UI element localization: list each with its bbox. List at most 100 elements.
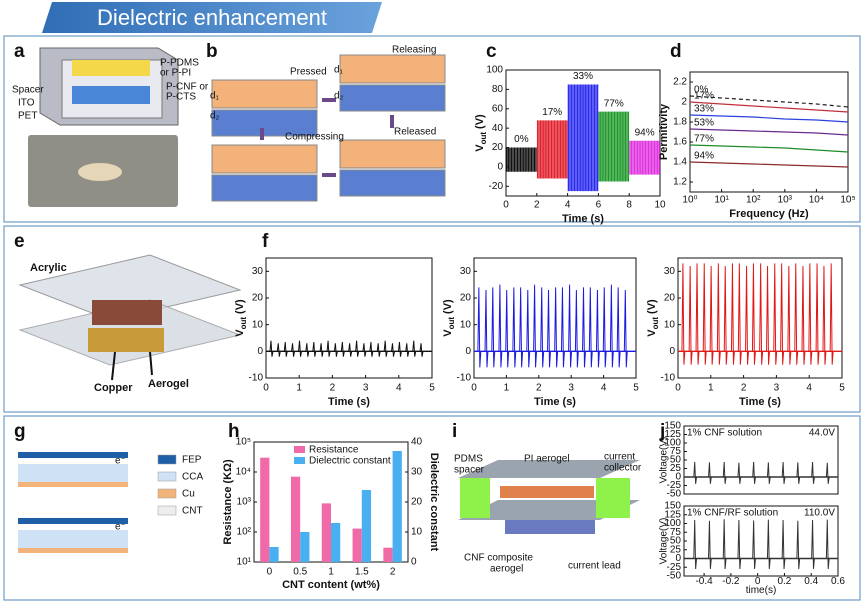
x-tick-label: 2 [741,383,747,394]
y-tick-label: 2 [681,97,687,108]
annotation: 1% CNF/RF solution [687,508,778,519]
y-label-main: V [646,329,658,337]
y-label-unit: (V) [474,114,486,129]
fep [18,518,128,524]
pulse [298,340,303,357]
cycle-arrows [260,98,394,177]
pulse [708,462,712,484]
pulse [796,520,801,570]
bar [290,476,301,562]
pulse [766,265,771,365]
y-label-main: V [234,329,246,337]
panel-letter: i [452,421,457,442]
title-banner [42,2,382,33]
y-tick-label: 10 [252,319,264,330]
pulse [723,265,728,365]
plot-frame [265,257,433,379]
y-tick-label: -10 [457,373,472,384]
pulse [722,519,727,570]
pulse [709,265,714,365]
x-axis-label: Frequency (Hz) [729,208,809,220]
y-tick-label: -50 [667,489,682,500]
cca [18,464,128,482]
pulse [397,341,402,357]
pulse [405,343,410,357]
y-tick-label: 30 [460,266,472,277]
diagram-label: PDMS [454,454,483,465]
diagram-label: d₂ [210,111,220,122]
x-tick-label: -0.2 [722,576,740,587]
y2-tick-label: 20 [411,497,423,508]
x-tick-label: 5 [839,383,845,394]
x-tick-label: 10 [654,200,666,211]
y-tick-label: 60 [492,103,504,114]
bar [352,528,362,562]
photo-device [78,163,122,181]
y-tick-label: 1.8 [673,117,687,128]
y-label-main: V [474,144,486,152]
diagram-label: Pressed [290,67,327,78]
y-tick-label: 50 [670,455,682,466]
pulse [737,462,742,484]
diagram-label: P-CTS [166,92,196,103]
y-tick-label: 0 [675,472,681,483]
y-tick-label: 1.6 [673,137,687,148]
pulse [716,263,721,365]
y-tick-label: 75 [670,446,682,457]
panel-letter: g [14,421,26,442]
y-axis-label: Vout (V) [474,114,488,152]
bar [321,503,331,562]
pulse [766,462,771,484]
y-axis-label: Voltage(V) [659,518,670,565]
x-tick-label: 0.5 [293,567,307,578]
line [689,101,849,113]
y-axis-label: Vout (V) [442,299,456,337]
legend-swatch [157,471,177,482]
diagram-label: Compressing [285,132,344,143]
pulse [681,263,686,365]
line-label: 94% [694,151,714,162]
diagram-label: collector [604,463,642,474]
panel-letter: j [659,421,665,442]
x-tick-label: 0 [755,576,761,587]
layer-top [339,54,446,84]
copper-plate [92,300,162,325]
diagram-label: P-CNF or [166,82,209,93]
diagram-label: Cu [182,489,195,500]
legend-swatch [157,454,177,465]
pulse [702,263,707,365]
x-tick-label: 10⁵ [840,195,855,206]
y2-axis-label: Dielectric constant [428,453,440,552]
x-axis-label: Time (s) [328,396,370,408]
pulse [574,289,579,368]
pulse [745,265,750,365]
pulse [688,265,693,365]
y-tick-label: 150 [664,501,681,512]
pulse [348,343,353,357]
x-tick-label: 5 [429,383,435,394]
line [689,95,849,108]
panel-letter: e [14,231,25,252]
pulse [829,263,834,365]
base-plate [458,500,640,520]
pulse [737,263,742,365]
segment-label: 94% [635,127,655,138]
pulse [419,343,424,357]
bar [300,532,310,562]
plot-frame [473,257,637,379]
x-tick-label: 0.4 [804,576,818,587]
pulse [796,462,801,484]
cnf-aerogel [505,520,595,534]
y-tick-label: 30 [664,266,676,277]
x-tick-label: 2 [390,567,396,578]
spacer-left [460,478,490,518]
bar [331,523,341,562]
y-tick-label: -50 [667,571,682,582]
diagram-label: e⁻ [115,522,126,533]
y-tick-label: 100 [664,438,681,449]
x-tick-label: 0 [471,383,477,394]
panel-letter: f [262,231,269,252]
pulse [708,520,712,570]
top-plate [458,460,640,478]
panel-letter: c [486,41,497,62]
